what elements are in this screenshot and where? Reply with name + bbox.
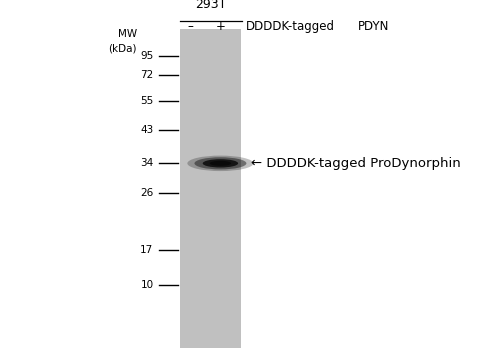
Text: 293T: 293T [195, 0, 226, 11]
Text: DDDDK-tagged: DDDDK-tagged [246, 20, 335, 33]
Text: ← DDDDK-tagged ProDynorphin: ← DDDDK-tagged ProDynorphin [251, 157, 461, 170]
Ellipse shape [187, 155, 253, 171]
Text: 95: 95 [140, 51, 154, 61]
Text: 43: 43 [140, 125, 154, 135]
Text: (kDa): (kDa) [108, 44, 137, 54]
Text: MW: MW [118, 29, 137, 39]
Text: 26: 26 [140, 188, 154, 198]
Text: 34: 34 [140, 158, 154, 168]
Text: –: – [187, 20, 193, 33]
Ellipse shape [203, 159, 238, 168]
Bar [180, 29, 241, 348]
Ellipse shape [210, 161, 231, 166]
Text: 55: 55 [140, 95, 154, 106]
Text: PDYN: PDYN [358, 20, 390, 33]
Text: 17: 17 [140, 244, 154, 255]
Text: +: + [216, 20, 226, 33]
Text: 72: 72 [140, 70, 154, 80]
Text: 10: 10 [140, 280, 154, 290]
Ellipse shape [194, 157, 246, 169]
